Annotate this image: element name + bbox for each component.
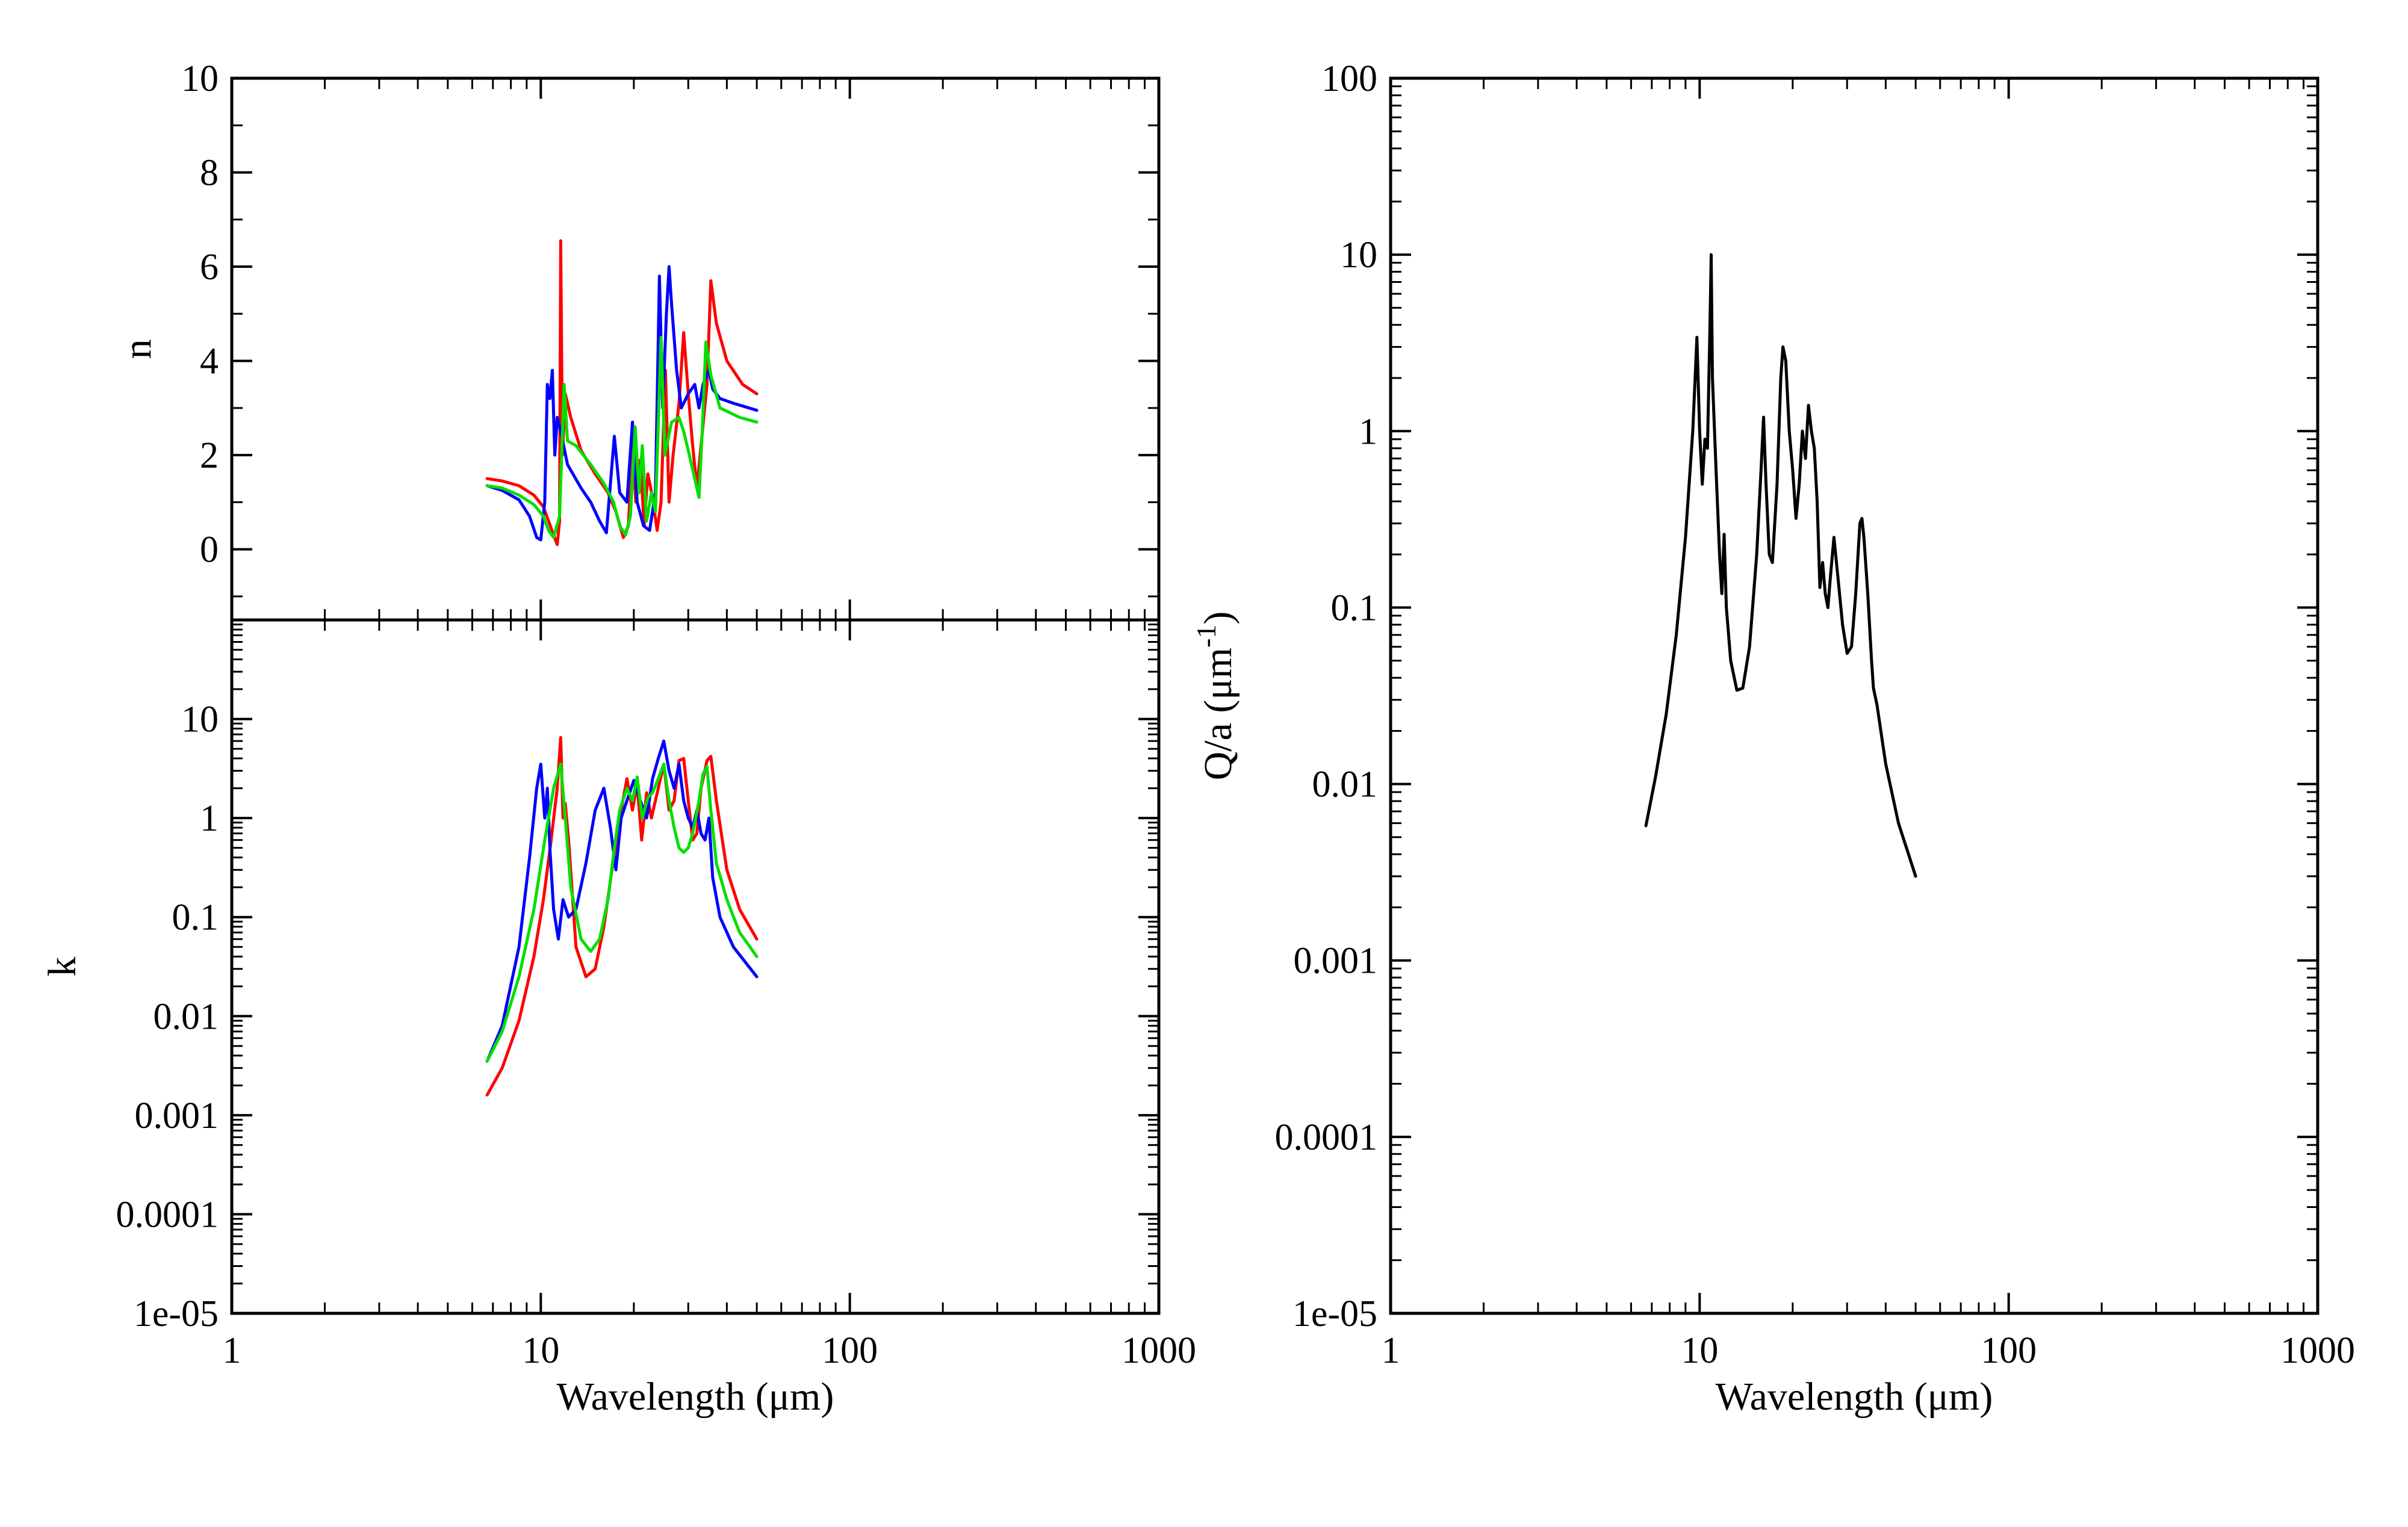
k-panel-series-line-2 [485,763,759,1063]
n-panel-y-tick-label-4: 4 [200,341,219,382]
qa-panel-y-tick-label-10: 10 [1340,235,1377,276]
n-panel-y-tick-label-10: 10 [181,58,219,99]
qa-panel: 1 10 100 10001e-050.00010.0010.010.1110100W… [1191,58,2355,1419]
qa-panel-y-axis-title-sup: -1 [1191,625,1221,648]
k-panel-y-tick-label-10: 10 [181,699,219,740]
k-panel-y-tick-label-1e-05: 1e-05 [134,1293,219,1334]
k-panel-x-axis-title: Wavelength (μm) [557,1375,834,1419]
qa-panel-x-tick-label-1000: 1000 [2280,1330,2355,1371]
qa-panel-frame [1389,76,2320,1315]
k-panel-y-tick-label-0-0001: 0.0001 [116,1194,219,1235]
qa-panel-series-line-0 [1644,253,1917,878]
qa-panel-y-tick-label-100: 100 [1321,58,1377,99]
k-panel-x-tick-label-1000: 1000 [1122,1330,1196,1371]
k-panel-y-tick-label-0-01: 0.01 [154,996,219,1037]
n-panel-y-tick-label-6: 6 [200,247,219,288]
k-panel-y-tick-label-0-1: 0.1 [172,897,219,938]
qa-panel-y-tick-label-0-0001: 0.0001 [1275,1117,1378,1158]
k-panel-frame [230,618,1161,1315]
k-panel-x-tick-label-100: 100 [822,1330,878,1371]
k-panel-y-axis-title-main: k [40,957,84,977]
k-panel-y-tick-label-0-001: 0.001 [135,1095,219,1136]
qa-panel-y-tick-label-0-01: 0.01 [1312,764,1378,805]
qa-panel-y-axis-title-main: Q/a (μm [1196,648,1240,781]
qa-panel-y-tick-label-0-001: 0.001 [1294,941,1378,982]
qa-panel-y-axis-title: Q/a (μm-1) [1191,612,1240,781]
n-panel-series-line-2 [485,335,759,539]
n-panel-y-axis-title: n [116,339,160,359]
k-panel: 1 10 100 10001e-050.00010.0010.010.1110Wave… [40,618,1196,1419]
qa-panel-y-axis-title-end: ) [1196,612,1240,625]
k-panel-y-tick-label-1: 1 [200,798,219,839]
qa-panel-x-axis-title: Wavelength (μm) [1716,1375,1993,1419]
n-panel-y-axis-title-main: n [116,339,160,359]
qa-panel-x-tick-label-1: 1 [1382,1330,1400,1371]
k-panel-x-tick-label-1: 1 [223,1330,241,1371]
n-panel-series-line-1 [485,265,759,542]
n-panel-y-tick-label-8: 8 [200,153,219,194]
k-panel-x-tick-label-10: 10 [522,1330,559,1371]
qa-panel-x-tick-label-10: 10 [1681,1330,1718,1371]
n-panel-y-tick-label-0: 0 [200,530,219,571]
qa-panel-x-tick-label-100: 100 [1981,1330,2037,1371]
qa-panel-y-tick-label-1e-05: 1e-05 [1292,1293,1377,1334]
k-panel-y-axis-title: k [40,957,84,977]
n-panel-y-tick-label-2: 2 [200,435,219,476]
qa-panel-y-tick-label-1: 1 [1359,411,1377,452]
k-panel-series-line-1 [485,739,759,1063]
qa-panel-y-tick-label-0-1: 0.1 [1331,587,1378,628]
